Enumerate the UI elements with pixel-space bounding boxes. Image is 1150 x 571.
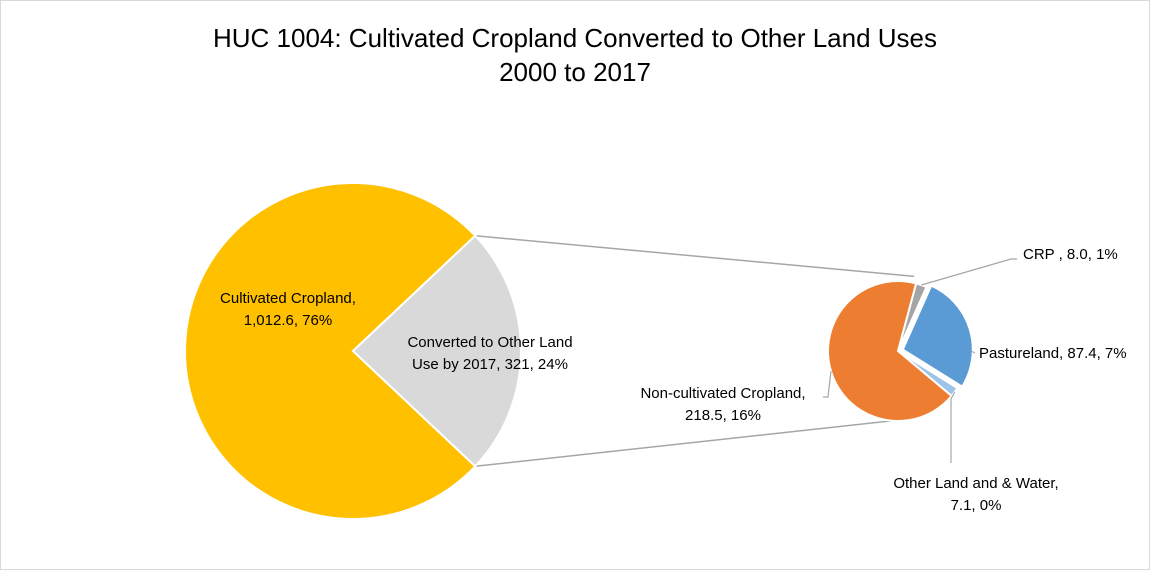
leader-line-other-land	[950, 391, 956, 463]
data-label-converted: Converted to Other Land Use by 2017, 321,…	[407, 334, 572, 373]
chart-subtitle: 2000 to 2017	[499, 57, 651, 87]
data-labels: Cultivated Cropland, 1,012.6, 76% Converte…	[220, 246, 1127, 514]
chart-title-line: HUC 1004: Cultivated Cropland Converted …	[212, 23, 938, 53]
secondary-pie	[827, 280, 974, 422]
leader-lines	[823, 258, 1017, 463]
data-label-other-land-water: Other Land and & Water, 7.1, 0%	[893, 475, 1058, 514]
connector-line-top	[475, 234, 915, 278]
connector-lines	[475, 234, 915, 468]
data-label-crp: CRP , 8.0, 1%	[1023, 246, 1118, 263]
leader-line-pastureland	[970, 350, 976, 354]
data-label-cultivated-cropland: Cultivated Cropland, 1,012.6, 76%	[220, 290, 356, 329]
primary-slice-cultivated-cropland	[184, 182, 477, 520]
connector-line-bottom	[475, 418, 909, 468]
chart-title: HUC 1004: Cultivated Cropland Converted …	[1, 21, 1149, 89]
data-label-non-cultivated-cropland: Non-cultivated Cropland, 218.5, 16%	[640, 385, 805, 424]
primary-slice-converted	[351, 234, 522, 468]
leader-line-non-cultivated	[823, 370, 832, 398]
leader-line-crp	[921, 258, 1017, 286]
primary-pie	[184, 182, 522, 520]
secondary-slice-pastureland	[901, 284, 974, 388]
data-label-pastureland: Pastureland, 87.4, 7%	[979, 345, 1127, 362]
